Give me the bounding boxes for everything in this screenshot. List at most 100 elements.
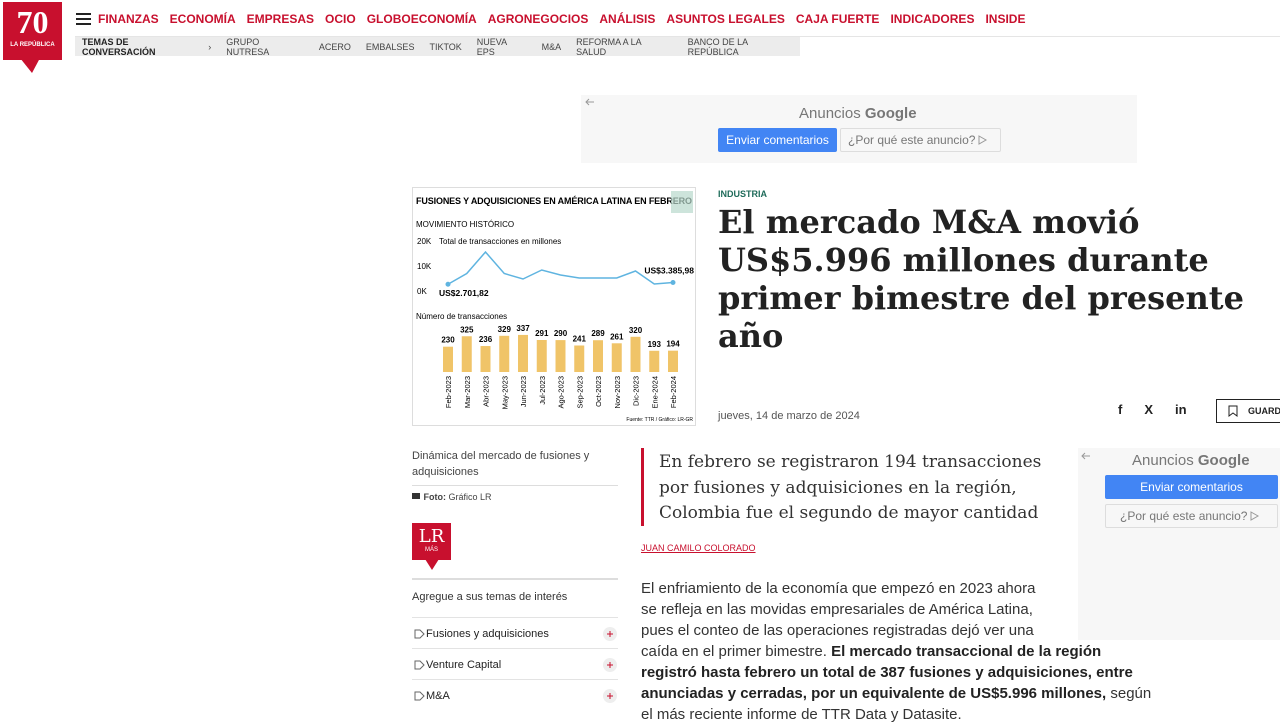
logo-tail	[20, 58, 40, 73]
nav-link[interactable]: EMPRESAS	[246, 12, 315, 26]
article-section[interactable]: INDUSTRIA	[718, 189, 767, 199]
bar-value-label: 193	[648, 340, 662, 349]
ad-back[interactable]	[1081, 452, 1091, 460]
bar-value-label: 320	[629, 326, 643, 335]
nav-link[interactable]: OCIO	[325, 12, 356, 26]
ad-why-text: ¿Por qué este anuncio?	[848, 133, 976, 147]
topic-link[interactable]: TIKTOK	[429, 41, 462, 52]
nav-link[interactable]: INSIDE	[985, 12, 1026, 26]
bar	[480, 346, 491, 372]
chart-subtitle: MOVIMIENTO HISTÓRICO	[416, 220, 514, 229]
body-bold: El mercado transaccional de la región re…	[641, 643, 1133, 702]
bar	[593, 340, 603, 372]
share-icon[interactable]: in	[1175, 402, 1187, 417]
y-tick-label: 10K	[417, 262, 432, 271]
nav-link[interactable]: INDICADORES	[890, 12, 975, 26]
bar	[555, 340, 566, 372]
nav-link[interactable]: AGRONEGOCIOS	[487, 12, 589, 26]
caption: Dinámica del mercado de fusiones y adqui…	[412, 450, 590, 478]
line-series	[447, 250, 674, 285]
topic-link[interactable]: REFORMA A LA SALUD	[576, 36, 642, 57]
ad-why[interactable]: ¿Por qué este anuncio?	[840, 128, 1001, 152]
x-tick-label: May-2023	[500, 376, 509, 409]
logo[interactable]: 70 LA REPÚBLICA	[3, 2, 62, 60]
ad-brand: Google	[1197, 452, 1250, 469]
add-icon	[603, 688, 617, 703]
bar	[574, 345, 585, 372]
topic-link[interactable]: BANCO DE LA REPÚBLICA	[687, 36, 748, 57]
tag-shape	[414, 691, 425, 700]
article-title: El mercado M&A movió US$5.996 millones d…	[718, 203, 1244, 355]
chart-graphic: FUSIONES Y ADQUISICIONES EN AMÉRICA LATI…	[412, 187, 696, 426]
ad-label: Anuncios Google	[1132, 452, 1250, 469]
logo-number: 70	[16, 4, 49, 40]
topic-link[interactable]: NUEVA EPS	[476, 36, 507, 57]
tag-icon	[414, 629, 425, 638]
x-tick-label: Feb-2023	[444, 376, 453, 408]
lr-tail	[425, 559, 439, 570]
chart-corner	[671, 191, 693, 213]
line-value-label: US$2.701,82	[439, 288, 489, 298]
nav-link[interactable]: FINANZAS	[98, 12, 159, 26]
camera-icon	[412, 493, 420, 499]
tag-icon	[414, 691, 425, 700]
divider	[412, 578, 618, 580]
add-icon	[603, 657, 617, 672]
body-text: El enfriamiento de la economía que empez…	[641, 580, 1036, 660]
nav-link[interactable]: ECONOMÍA	[169, 12, 236, 26]
ad-why-text: ¿Por qué este anuncio?	[1120, 509, 1248, 523]
line-value-label: US$3.385,98	[644, 266, 694, 276]
divider	[75, 36, 1280, 37]
interest-item[interactable]: Fusiones y adquisiciones	[412, 617, 618, 649]
ad-feedback[interactable]: Enviar comentarios	[718, 128, 837, 152]
ad-label-text: Anuncios	[799, 105, 861, 122]
bar-value-label: 325	[460, 325, 474, 334]
ad-why[interactable]: ¿Por qué este anuncio?	[1105, 504, 1278, 528]
nav-link[interactable]: ASUNTOS LEGALES	[666, 12, 785, 26]
x-tick-label: Abr-2023	[482, 376, 491, 407]
tag-shape	[414, 660, 425, 669]
ad-why-icon	[978, 135, 988, 145]
bar-label: Número de transacciones	[416, 312, 507, 321]
ad-feedback[interactable]: Enviar comentarios	[1105, 475, 1278, 499]
bar	[630, 336, 641, 372]
nav-link[interactable]: GLOBOECONOMÍA	[366, 12, 477, 26]
add-plus	[607, 661, 613, 668]
bar-value-label: 194	[666, 340, 680, 349]
interests-title: Agregue a sus temas de interés	[412, 591, 568, 603]
ad-label: Anuncios Google	[799, 105, 917, 122]
article-date: jueves, 14 de marzo de 2024	[718, 410, 860, 422]
lr-sub: MÁS	[424, 547, 438, 553]
topic-link[interactable]: ACERO	[318, 41, 351, 52]
bar-value-label: 261	[610, 332, 624, 341]
share-icon[interactable]: f	[1118, 402, 1123, 417]
share-icon[interactable]: X	[1144, 402, 1154, 417]
interest-item[interactable]: Venture Capital	[412, 648, 618, 680]
save-button[interactable]: GUARDAR	[1216, 399, 1280, 423]
x-tick-label: Oct-2023	[594, 376, 603, 407]
y-tick-label: 20K	[417, 237, 432, 246]
interest-item[interactable]: M&A	[412, 679, 618, 711]
bar-value-label: 337	[516, 324, 530, 333]
photo-credit: Gráfico LR	[448, 492, 492, 502]
nav-link[interactable]: ANÁLISIS	[599, 12, 656, 26]
topic-link[interactable]: GRUPO NUTRESA	[226, 36, 270, 57]
x-tick-label: Jun-2023	[519, 376, 528, 407]
lr-mas-logo[interactable]: LR MÁS	[412, 523, 451, 560]
save-text: GUARDAR	[1248, 406, 1280, 416]
chart-title: FUSIONES Y ADQUISICIONES EN AMÉRICA LATI…	[416, 196, 692, 206]
ad-brand: Google	[864, 105, 917, 122]
menu-icon[interactable]	[76, 12, 92, 26]
nav-link[interactable]: CAJA FUERTE	[795, 12, 880, 26]
topic-link[interactable]: M&A	[541, 41, 562, 52]
lead: En febrero se registraron 194 transaccio…	[659, 452, 1042, 523]
tag-icon	[414, 660, 425, 669]
x-tick-label: Ago-2023	[557, 376, 566, 409]
save-icon	[1228, 405, 1238, 417]
topic-link[interactable]: EMBALSES	[365, 41, 415, 52]
author[interactable]: JUAN CAMILO COLORADO	[641, 543, 756, 553]
topics-label: TEMAS DE CONVERSACIÓN	[82, 36, 156, 57]
bar	[611, 343, 622, 372]
bar	[649, 350, 660, 372]
ad-back[interactable]	[585, 98, 595, 106]
